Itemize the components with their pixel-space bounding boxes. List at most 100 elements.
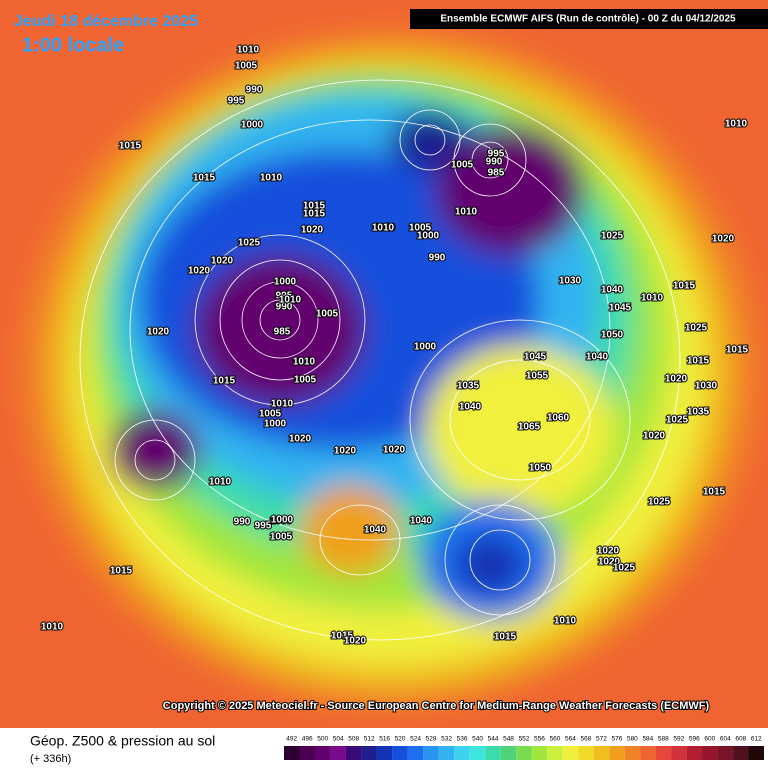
colorbar-swatch [531, 746, 548, 760]
colorbar-label: 588 [658, 736, 669, 743]
isobar-label: 990 [234, 517, 251, 528]
colorbar-label: 512 [364, 736, 375, 743]
isobar-label: 1010 [372, 223, 395, 234]
date: Jeudi 18 décembre 2025 [14, 13, 198, 30]
isobar-label: 1000 [241, 120, 264, 131]
colorbar-label: 496 [302, 736, 313, 743]
footer-title: Géop. Z500 & pression au sol [30, 733, 215, 749]
colorbar-label: 596 [689, 736, 700, 743]
isobar-label: 1065 [518, 422, 541, 433]
isobar-label: 1000 [274, 277, 297, 288]
isobar-label: 1025 [648, 497, 671, 508]
colorbar-swatch [485, 746, 501, 760]
colorbar-swatch [345, 746, 362, 760]
isobar-label: 1020 [598, 557, 621, 568]
isobar-label: 1045 [524, 352, 547, 363]
isobar-label: 1040 [364, 525, 387, 536]
isobar-label: 1050 [601, 330, 624, 341]
colorbar-label: 492 [286, 736, 297, 743]
colorbar-swatch [314, 746, 331, 760]
isobar-label: 1015 [213, 376, 236, 387]
isobar-label: 1010 [554, 616, 577, 627]
isobar-label: 1060 [547, 413, 570, 424]
time: 1:00 locale [22, 34, 124, 56]
colorbar-swatch [547, 746, 563, 760]
isobar-label: 1010 [237, 45, 260, 56]
isobar-label: 1005 [270, 532, 293, 543]
colorbar-swatch [686, 746, 703, 760]
colorbar-swatch [624, 746, 641, 760]
colorbar-label: 612 [751, 736, 762, 743]
colorbar-label: 532 [441, 736, 452, 743]
z500-field [20, 30, 760, 710]
colorbar-label: 508 [348, 736, 359, 743]
isobar-label: 995 [255, 521, 272, 532]
isobar-label: 995 [228, 96, 245, 107]
isobar-label: 1020 [147, 327, 170, 338]
isobar-label: 1020 [211, 256, 234, 267]
isobar-label: 1015 [119, 141, 142, 152]
colorbar-swatch [438, 746, 455, 760]
isobar-label: 1015 [110, 566, 133, 577]
isobar-label: 985 [274, 327, 291, 338]
colorbar-label: 500 [317, 736, 328, 743]
isobar-labels: 1010100599099510001015101010151015101010… [40, 44, 750, 648]
isobar-label: 1015 [193, 173, 216, 184]
isobar-label: 1015 [726, 345, 749, 356]
colorbar-label: 536 [457, 736, 468, 743]
isobar-label: 1050 [529, 463, 552, 474]
isobar-label: 1000 [417, 231, 440, 242]
model-box [410, 9, 768, 29]
isobar-label: 1010 [279, 295, 302, 306]
isobar-label: 995 [488, 149, 505, 160]
isobar-label: 1020 [383, 445, 406, 456]
colorbar-swatch [392, 746, 408, 760]
colorbar-swatch [562, 746, 579, 760]
colorbar-swatch [748, 746, 764, 760]
isobar-label: 1025 [613, 563, 636, 574]
isobar-label: 990 [246, 85, 263, 96]
isobar-label: 1010 [455, 207, 478, 218]
colorbar-label: 528 [426, 736, 437, 743]
colorbar-swatch [593, 746, 610, 760]
colorbar-swatch [671, 746, 687, 760]
isobar-label: 1040 [601, 285, 624, 296]
colorbar-label: 540 [472, 736, 483, 743]
isobar-label: 1020 [334, 446, 357, 457]
isobar-label: 1015 [703, 487, 726, 498]
colorbar-swatch [609, 746, 625, 760]
isobars [79, 79, 681, 641]
isobar-label: 1020 [301, 225, 324, 236]
isobar-label: 1035 [457, 381, 480, 392]
isobar-label: 1015 [303, 209, 326, 220]
isobar-label: 995 [276, 291, 293, 302]
colorbar-swatch [733, 746, 749, 760]
isobar-label: 1020 [188, 266, 211, 277]
isobar-label: 1010 [293, 357, 316, 368]
colorbar-label: 556 [534, 736, 545, 743]
colorbar-swatch [423, 746, 439, 760]
isobar-label: 1030 [695, 381, 718, 392]
colorbar-label: 524 [410, 736, 421, 743]
colorbar-swatch [284, 746, 300, 760]
isobar-label: 1030 [559, 276, 582, 287]
colorbar-swatch [454, 746, 470, 760]
isobar-label: 1010 [373, 223, 396, 234]
colorbar-swatch [578, 746, 594, 760]
colorbar: 492 496 500 504 508 512 516 520 524 528 532 536 540 5… [284, 736, 764, 760]
isobar-label: 1020 [665, 374, 688, 385]
colorbar-swatch [299, 746, 315, 760]
colorbar-swatch [702, 746, 718, 760]
colorbar-swatch [407, 746, 424, 760]
isobar-label: 1005 [409, 223, 432, 234]
isobar-label: 1015 [494, 632, 517, 643]
colorbar-label: 564 [565, 736, 576, 743]
isobar-label: 1015 [687, 356, 710, 367]
isobar-label: 990 [276, 302, 293, 313]
colorbar-label: 584 [642, 736, 653, 743]
isobar-label: 1005 [259, 409, 282, 420]
isobar-label: 1025 [685, 323, 708, 334]
copyright: Copyright © 2025 Meteociel.fr - Source E… [163, 700, 710, 712]
